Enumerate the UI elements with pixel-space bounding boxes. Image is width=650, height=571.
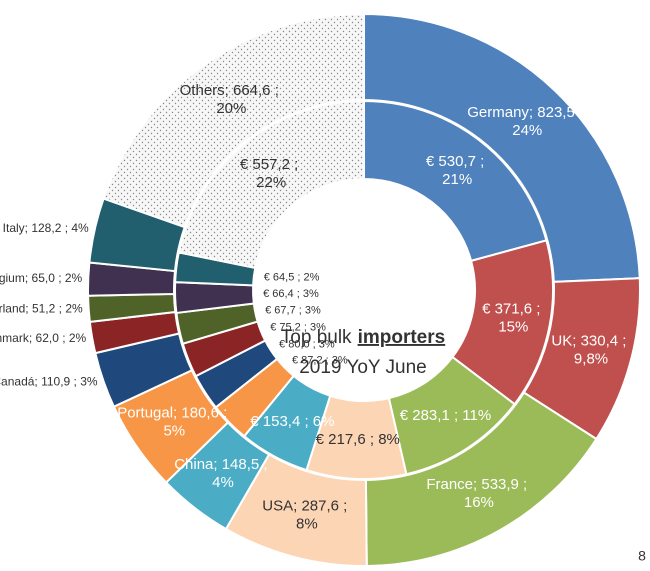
data-label: € 66,4 ; 3% bbox=[263, 288, 319, 300]
data-label: Others; 664,6 ; 20% bbox=[180, 82, 279, 117]
donut-segment bbox=[363, 99, 548, 263]
data-label: Denmark; 62,0 ; 2% bbox=[0, 331, 87, 345]
donut-segment bbox=[177, 99, 365, 270]
data-label: € 530,7 ; 21% bbox=[426, 153, 484, 188]
data-label: € 371,6 ; 15% bbox=[482, 301, 540, 336]
data-label: Germany; 823,5 ; 24% bbox=[467, 104, 583, 139]
page-number: 8 bbox=[638, 548, 646, 564]
chart-subtitle: 2019 YoY June bbox=[299, 357, 427, 378]
data-label: € 153,4 ; 6% bbox=[250, 413, 334, 430]
data-label: China; 148,5 ; 4% bbox=[174, 456, 267, 491]
data-label: € 64,5 ; 2% bbox=[264, 272, 320, 284]
data-label: € 80,0 ; 3% bbox=[279, 339, 335, 351]
data-label: € 557,2 ; 22% bbox=[240, 156, 298, 191]
data-label: € 283,1 ; 11% bbox=[400, 407, 491, 424]
title-emphasis: importers bbox=[358, 327, 446, 348]
data-label: USA; 287,6 ; 8% bbox=[262, 497, 347, 532]
data-label: Canadá; 110,9 ; 3% bbox=[0, 375, 98, 389]
title-text: Top bulk bbox=[281, 327, 352, 348]
data-label: Belgium; 65,0 ; 2% bbox=[0, 271, 83, 285]
data-label: France; 533,9 ; 16% bbox=[426, 476, 527, 511]
data-label: € 217,6 ; 8% bbox=[316, 431, 400, 448]
chart-title: Top bulk importers bbox=[281, 327, 445, 348]
data-label: € 87,2 ; 3% bbox=[292, 355, 348, 367]
data-label: € 75,2 ; 3% bbox=[270, 321, 326, 333]
data-label: Portugal; 180,6 ; 5% bbox=[117, 404, 227, 439]
data-label: Italy; 128,2 ; 4% bbox=[3, 221, 89, 235]
data-label: € 67,7 ; 3% bbox=[265, 304, 321, 316]
data-label: UK; 330,4 ; 9,8% bbox=[551, 333, 626, 368]
data-label: Switzerland; 51,2 ; 2% bbox=[0, 301, 83, 315]
